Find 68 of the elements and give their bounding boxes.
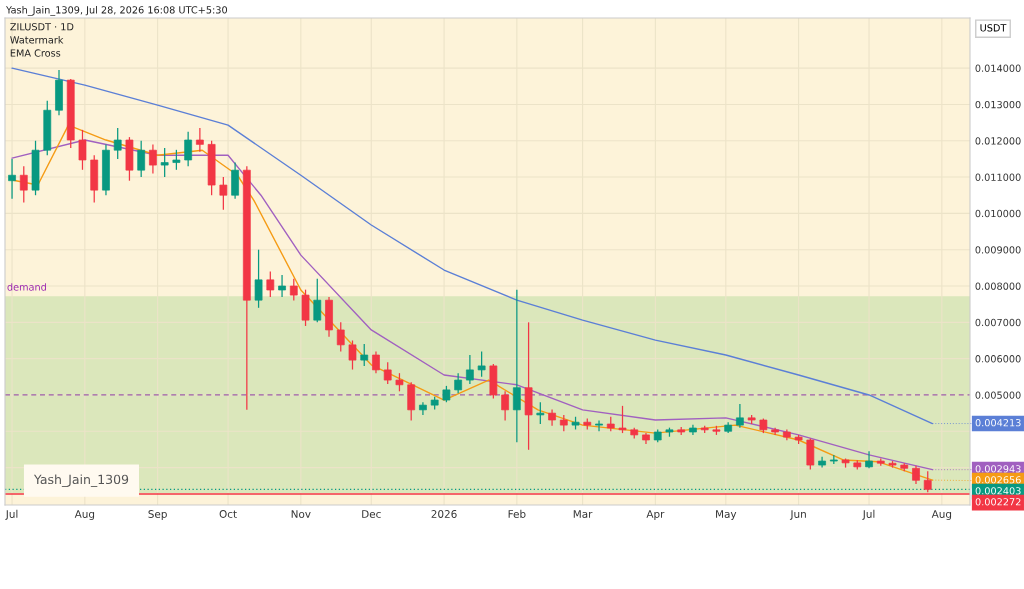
candlestick <box>360 343 369 367</box>
candlestick <box>466 354 474 385</box>
candlestick <box>160 147 169 178</box>
candlestick <box>313 278 322 323</box>
ref-line-label: 0.002403 <box>975 487 1021 495</box>
annotation: Watermark <box>10 36 64 44</box>
x-tick-label: Nov <box>291 510 311 518</box>
x-tick-label: Apr <box>646 510 665 520</box>
x-tick-label: Jul <box>862 509 875 520</box>
x-tick-label: Dec <box>362 510 381 518</box>
data-label: 0.002943 <box>975 465 1021 473</box>
y-tick-label: 0.005000 <box>975 391 1021 399</box>
y-tick-label: 0.011000 <box>975 173 1021 181</box>
candlestick <box>512 289 521 443</box>
candlestick <box>454 372 463 394</box>
candlestick <box>196 127 204 153</box>
x-tick-label: Jun <box>789 510 806 520</box>
candlestick <box>372 350 380 374</box>
candlestick <box>149 143 157 175</box>
candlestick <box>113 127 122 160</box>
candlestick <box>383 361 392 385</box>
candlestick <box>501 390 509 422</box>
text: Yash_Jain_1309, Jul 28, 2026 16:08 UTC+5:30 <box>5 6 228 16</box>
candlestick <box>8 158 16 200</box>
candlestick <box>184 131 193 167</box>
y-tick-label: 0.014000 <box>975 64 1021 72</box>
y-tick-label: 0.010000 <box>975 209 1021 218</box>
candlestick <box>19 165 28 204</box>
candlestick <box>219 176 228 211</box>
y-tick-label: 0.009000 <box>975 246 1021 254</box>
candlestick <box>348 339 357 371</box>
band-label: demand <box>7 283 46 291</box>
candlestick <box>278 274 286 298</box>
x-tick-label: 2026 <box>431 510 457 518</box>
x-tick-label: Oct <box>219 510 237 518</box>
data-label: 0.004213 <box>975 419 1021 427</box>
y-tick-label: 0.012000 <box>975 137 1021 145</box>
candlestick <box>266 270 275 298</box>
candlestick <box>536 401 545 425</box>
chart-title: ZILUSDT · 1D <box>10 23 74 31</box>
candlestick <box>912 465 920 485</box>
x-tick-label: Feb <box>508 509 526 518</box>
candlestick <box>477 350 486 378</box>
y-axis-title: USDT <box>980 24 1007 32</box>
data-label: 0.002656 <box>975 476 1021 484</box>
candlestick <box>595 419 603 432</box>
candlestick <box>736 403 744 429</box>
x-tick-label: Aug <box>74 510 95 520</box>
y-tick-label: 0.008000 <box>975 282 1021 290</box>
annotation: EMA Cross <box>10 49 61 57</box>
x-tick-label: May <box>716 510 737 520</box>
annotation: Yash_Jain_1309 <box>33 474 129 487</box>
y-tick-label: 0.013000 <box>975 100 1021 109</box>
candlestick <box>172 149 181 171</box>
y-tick-label: 0.007000 <box>975 318 1021 327</box>
x-tick-label: Mar <box>573 510 593 518</box>
x-tick-label: Sep <box>148 510 167 520</box>
candlestick <box>395 372 404 392</box>
candlestick <box>336 321 345 353</box>
candlestick <box>137 140 146 178</box>
candlestick <box>289 278 298 302</box>
candlestick <box>618 405 627 434</box>
x-tick-label: Aug <box>931 510 952 520</box>
candlestick <box>78 129 87 171</box>
candlestick <box>254 249 263 309</box>
x-tick-label: Jul <box>5 509 18 520</box>
y-tick-label: 0.006000 <box>975 355 1021 363</box>
ref-line-label: 0.002272 <box>975 498 1021 506</box>
